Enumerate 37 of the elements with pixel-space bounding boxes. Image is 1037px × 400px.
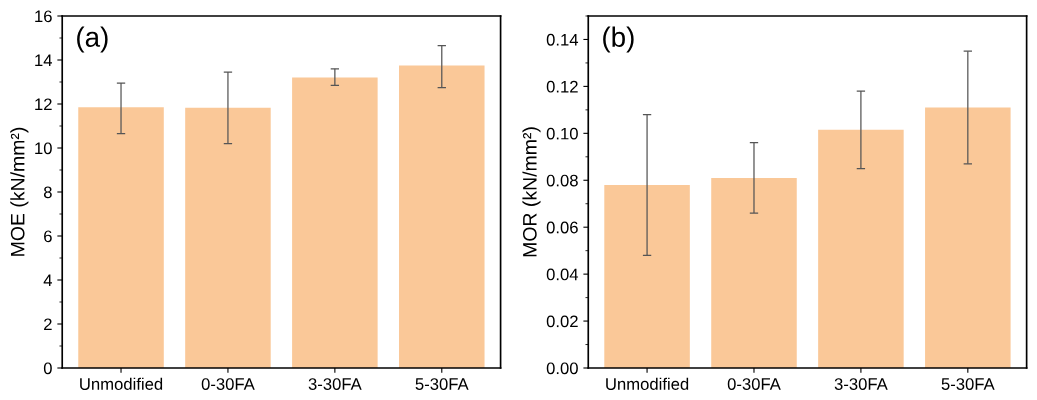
y-axis-title: MOR (kN/mm²) — [522, 127, 541, 257]
bar — [818, 129, 904, 368]
y-tick-label: 0 — [43, 362, 52, 375]
annotation: (a) — [77, 26, 108, 53]
y-tick-label: 14 — [35, 54, 53, 67]
y-tick-label: 6 — [44, 230, 52, 243]
x-tick-label: 5-30FA — [415, 378, 469, 390]
x-tick-label: 5-30FA — [941, 378, 995, 390]
y-tick-label: 0.14 — [546, 33, 579, 46]
x-tick-label: 0-30FA — [727, 378, 781, 390]
bar — [604, 184, 690, 368]
bar — [925, 107, 1011, 368]
x-tick-label: 3-30FA — [834, 378, 888, 390]
x-tick-label: Unmodified — [80, 377, 163, 390]
y-tick-label: 16 — [35, 10, 52, 23]
bar — [185, 107, 271, 368]
y-tick-label: 0.00 — [546, 362, 578, 375]
x-tick-label: Unmodified — [606, 377, 689, 390]
y-tick-label: 8 — [43, 186, 52, 199]
y-tick-label: 0.12 — [546, 80, 578, 93]
y-tick-label: 0.04 — [546, 268, 579, 281]
y-tick-label: 2 — [44, 318, 52, 331]
y-tick-label: 4 — [43, 274, 53, 287]
y-tick-label: 0.08 — [546, 174, 578, 187]
bar — [78, 107, 164, 368]
y-tick-label: 12 — [35, 98, 52, 111]
x-tick-label: 0-30FA — [201, 378, 255, 390]
y-tick-label: 0.10 — [546, 127, 578, 140]
x-tick-label: 3-30FA — [308, 378, 362, 390]
y-tick-label: 0.06 — [546, 221, 578, 234]
y-tick-label: 0.02 — [546, 315, 578, 328]
bar — [711, 177, 797, 368]
annotation: (b) — [603, 26, 634, 53]
y-tick-label: 10 — [35, 142, 52, 155]
y-axis-title: MOE (kN/mm²) — [10, 127, 29, 256]
bar — [292, 77, 378, 368]
bar — [399, 65, 485, 368]
